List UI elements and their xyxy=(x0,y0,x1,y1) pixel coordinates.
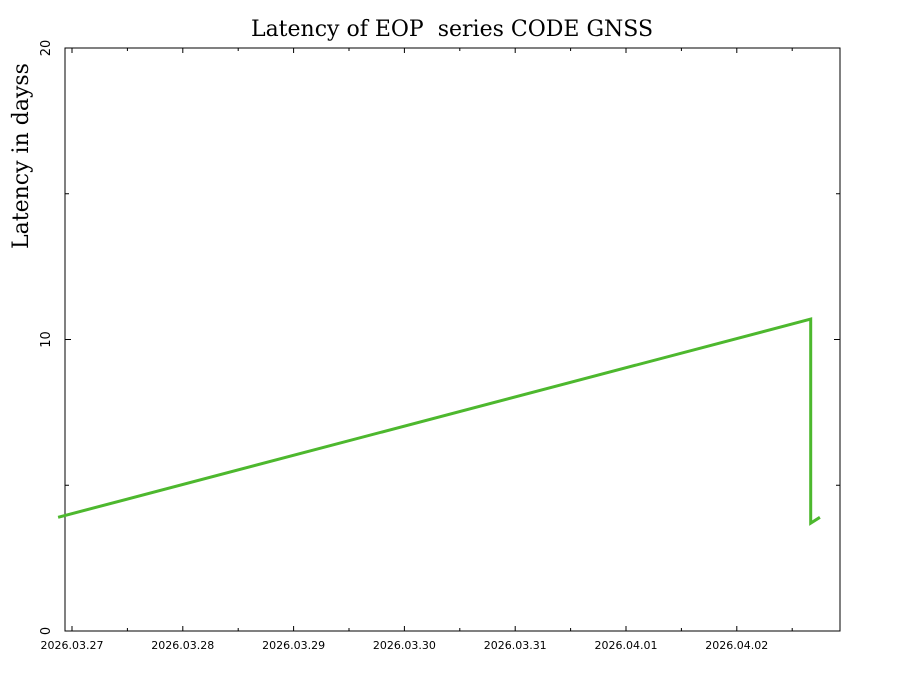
x-tick-label: 2026.03.31 xyxy=(484,639,547,652)
series-layer xyxy=(57,317,821,526)
y-tick-label: 0 xyxy=(39,627,54,635)
y-tick-label: 10 xyxy=(39,331,54,348)
x-tick-label: 2026.04.01 xyxy=(595,639,658,652)
x-tick-label: 2026.03.27 xyxy=(41,639,104,652)
series-line xyxy=(57,317,821,526)
x-tick-label: 2026.03.29 xyxy=(262,639,325,652)
plot-area-frame xyxy=(64,47,841,632)
axis-ticks xyxy=(65,47,840,632)
chart-title: Latency of EOP series CODE GNSS xyxy=(251,17,653,42)
x-tick-labels: 2026.03.27 2026.03.28 2026.03.29 2026.03.30… xyxy=(41,639,769,652)
y-axis-label: Latency in dayss xyxy=(9,63,34,249)
y-tick-label: 20 xyxy=(39,40,54,57)
x-tick-label: 2026.03.28 xyxy=(151,639,214,652)
x-tick-label: 2026.04.02 xyxy=(705,639,768,652)
y-tick-labels: 0 10 20 xyxy=(39,40,54,635)
x-tick-label: 2026.03.30 xyxy=(373,639,436,652)
